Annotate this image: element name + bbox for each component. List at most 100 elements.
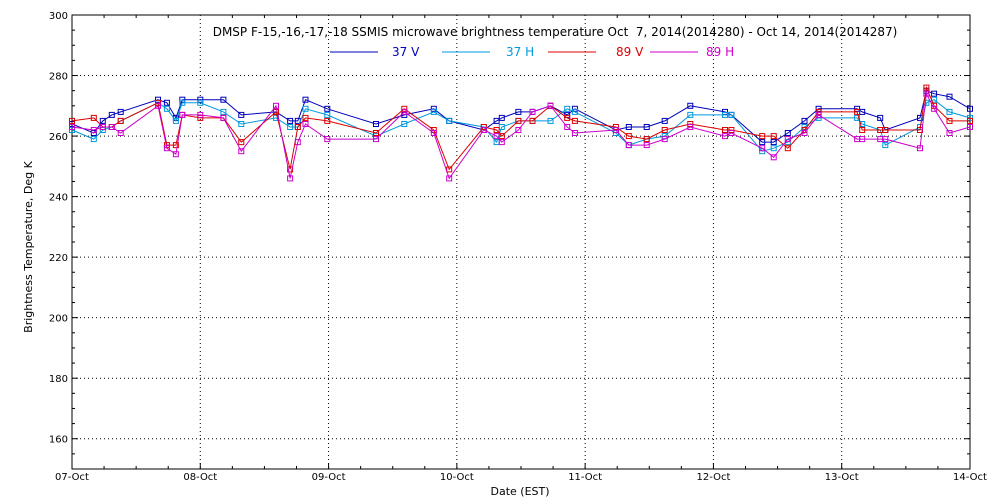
data-point [401,108,408,115]
data-point [946,93,953,100]
legend-label-89v: 89 V [616,45,644,59]
plot-area [71,14,971,470]
x-tick-label: 11-Oct [568,472,602,483]
x-axis-title: Date (EST) [490,485,549,498]
x-tick-label: 08-Oct [183,472,217,483]
data-point [625,142,632,149]
data-point [108,124,115,130]
series-89h [69,90,973,182]
data-point [179,96,186,103]
data-point [302,96,309,103]
data-point [302,105,309,112]
data-point [117,108,124,115]
data-point [931,90,938,97]
data-point [759,133,766,140]
data-point [854,114,861,121]
legend-label-37h: 37 H [506,45,534,59]
data-point [728,111,735,118]
grid [72,15,970,469]
data-point [722,111,728,118]
data-point [172,151,179,158]
data-point [273,108,279,115]
data-point [722,127,728,133]
data-point [172,142,179,149]
data-point [759,145,766,152]
data-point [801,117,808,124]
data-point [515,108,522,115]
data-point [117,130,124,136]
data-point [155,96,161,103]
data-point [294,139,301,146]
series-layer [69,84,973,182]
data-point [90,136,97,143]
data-point [401,121,408,127]
data-point [430,105,437,112]
data-point [923,84,930,91]
data-point [643,124,650,130]
data-point [515,127,522,133]
data-point [661,117,668,124]
data-point [625,133,632,140]
data-point [498,114,505,121]
data-point [324,105,331,112]
data-point [759,139,766,146]
y-axis-title: Brightness Temperature, Deg K [22,160,35,332]
legend: 37 V 37 H 89 V 89 H [330,45,734,59]
data-point [373,130,379,136]
y-tick-label: 300 [49,11,68,22]
data-point [238,121,245,127]
x-tick-label: 14-Oct [953,472,987,483]
data-point [643,142,650,149]
data-point [784,130,791,136]
data-point [108,111,115,118]
x-tick-label: 07-Oct [55,472,89,483]
data-point [571,105,578,112]
data-point [625,124,632,130]
data-point [931,105,938,112]
data-point [882,136,889,143]
data-point [179,99,186,106]
data-point [324,111,331,118]
data-point [877,114,884,121]
data-point [163,99,170,106]
data-point [430,108,437,115]
data-point [571,108,578,115]
data-point [854,108,861,115]
data-point [294,124,301,130]
data-point [493,127,500,133]
data-point [571,117,578,124]
data-point [197,111,204,118]
data-point [967,105,973,112]
data-point [784,145,791,152]
data-point [923,90,930,97]
data-point [564,105,571,112]
data-point [687,124,694,130]
y-tick-label: 260 [49,132,68,143]
data-point [446,117,453,124]
data-point [859,136,866,143]
data-point [273,102,279,109]
data-point [770,145,777,152]
data-point [946,108,953,115]
data-point [946,130,953,136]
data-point [179,111,186,118]
data-point [99,124,106,130]
data-point [430,130,437,136]
data-point [728,130,735,136]
legend-label-89h: 89 H [706,45,734,59]
data-point [69,117,75,124]
data-point [571,130,578,136]
data-point [917,145,923,152]
data-point [238,139,245,146]
data-point [770,133,777,140]
data-point [529,117,536,124]
data-point [687,102,694,109]
data-point [529,108,536,115]
data-point [515,117,522,124]
data-point [784,136,791,143]
data-point [172,117,179,124]
y-tick-label: 160 [49,435,68,446]
data-point [287,117,294,124]
data-point [163,145,170,152]
